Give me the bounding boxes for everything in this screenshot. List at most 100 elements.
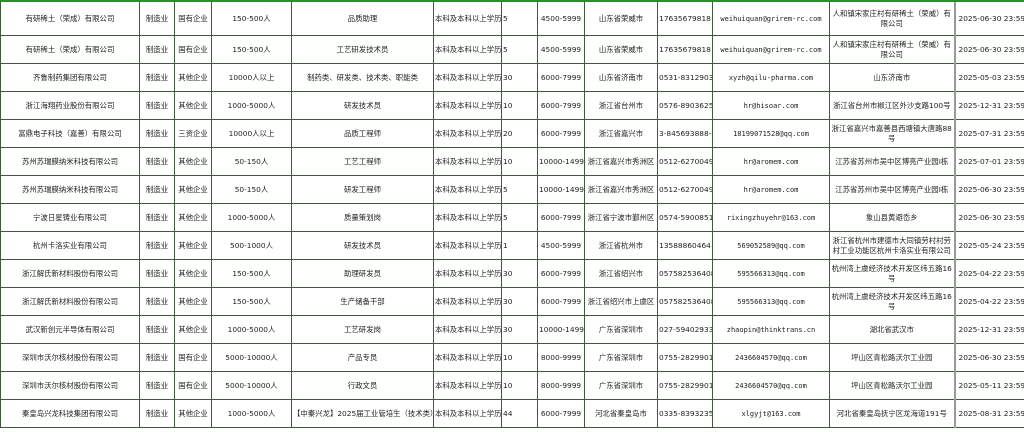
deadline-cell[interactable]: 2025-05-24 23:59 (953, 231, 1024, 260)
company-size-cell[interactable]: 10000人以上 (211, 119, 292, 148)
headcount-cell[interactable]: 30 (501, 259, 538, 288)
position-cell[interactable]: 产品专员 (291, 343, 434, 372)
email-cell[interactable]: rixingzhuyehr@163.com (712, 203, 830, 232)
email-cell[interactable]: weihuiquan@grirem-rc.com (712, 0, 830, 36)
email-cell[interactable]: 595566313@qq.com (712, 287, 830, 316)
industry-cell[interactable]: 制造业 (139, 231, 175, 260)
company-cell[interactable]: 深圳市沃尔核材股份有限公司 (0, 371, 140, 400)
education-cell[interactable]: 本科及本科以上学历 (433, 203, 502, 232)
company-type-cell[interactable]: 国有企业 (174, 35, 212, 64)
company-cell[interactable]: 富鼎电子科技（嘉善）有限公司 (0, 119, 140, 148)
company-cell[interactable]: 浙江解氏新材料股份有限公司 (0, 259, 140, 288)
deadline-cell[interactable]: 2025-04-22 23:59 (953, 287, 1024, 316)
industry-cell[interactable]: 制造业 (139, 35, 175, 64)
salary-cell[interactable]: 4500-5999 (537, 0, 585, 36)
industry-cell[interactable]: 制造业 (139, 203, 175, 232)
industry-cell[interactable]: 制造业 (139, 175, 175, 204)
company-type-cell[interactable]: 其他企业 (174, 259, 212, 288)
phone-cell[interactable]: 0335-8393235 (657, 399, 713, 428)
headcount-cell[interactable]: 44 (501, 399, 538, 428)
industry-cell[interactable]: 制造业 (139, 91, 175, 120)
company-type-cell[interactable]: 其他企业 (174, 63, 212, 92)
education-cell[interactable]: 本科及本科以上学历 (433, 119, 502, 148)
salary-cell[interactable]: 6000-7999 (537, 203, 585, 232)
email-cell[interactable]: 2436604570@qq.com (712, 343, 830, 372)
address-cell[interactable]: 坪山区青松路沃尔工业园 (829, 343, 955, 372)
address-cell[interactable]: 象山县黄避岙乡 (829, 203, 955, 232)
company-cell[interactable]: 浙江解氏新材料股份有限公司 (0, 287, 140, 316)
education-cell[interactable]: 本科及本科以上学历 (433, 399, 502, 428)
deadline-cell[interactable]: 2025-05-03 23:59 (953, 63, 1024, 92)
company-cell[interactable]: 宁波日星铸业有限公司 (0, 203, 140, 232)
location-cell[interactable]: 广东省深圳市 (584, 371, 658, 400)
address-cell[interactable]: 杭州湾上虞经济技术开发区纬五路16号 (829, 287, 955, 316)
phone-cell[interactable]: 0755-28299012 (657, 343, 713, 372)
email-cell[interactable]: xlgyjt@163.com (712, 399, 830, 428)
company-size-cell[interactable]: 10000人以上 (211, 63, 292, 92)
education-cell[interactable]: 本科及本科以上学历 (433, 63, 502, 92)
position-cell[interactable]: 质量策划岗 (291, 203, 434, 232)
company-type-cell[interactable]: 其他企业 (174, 287, 212, 316)
deadline-cell[interactable]: 2025-06-30 23:59 (953, 203, 1024, 232)
salary-cell[interactable]: 8000-9999 (537, 343, 585, 372)
company-cell[interactable]: 苏州苏瑞膜纳米科技有限公司 (0, 175, 140, 204)
company-size-cell[interactable]: 1000-5000人 (211, 315, 292, 344)
headcount-cell[interactable]: 10 (501, 371, 538, 400)
phone-cell[interactable]: 027-59402933 (657, 315, 713, 344)
company-cell[interactable]: 杭州卡洛实业有限公司 (0, 231, 140, 260)
salary-cell[interactable]: 4500-5999 (537, 35, 585, 64)
company-size-cell[interactable]: 1000-5000人 (211, 91, 292, 120)
email-cell[interactable]: hr@aromem.com (712, 147, 830, 176)
phone-cell[interactable]: 0512-62700495 (657, 175, 713, 204)
position-cell[interactable]: 生产储备干部 (291, 287, 434, 316)
company-size-cell[interactable]: 50-150人 (211, 175, 292, 204)
industry-cell[interactable]: 制造业 (139, 119, 175, 148)
email-cell[interactable]: 18199071528@qq.com (712, 119, 830, 148)
email-cell[interactable]: weihuiquan@grirem-rc.com (712, 35, 830, 64)
headcount-cell[interactable]: 30 (501, 287, 538, 316)
company-cell[interactable]: 武汉新创元半导体有限公司 (0, 315, 140, 344)
education-cell[interactable]: 本科及本科以上学历 (433, 259, 502, 288)
company-size-cell[interactable]: 150-500人 (211, 0, 292, 36)
industry-cell[interactable]: 制造业 (139, 343, 175, 372)
email-cell[interactable]: zhaopin@thinktrans.cn (712, 315, 830, 344)
position-cell[interactable]: 工艺工程师 (291, 147, 434, 176)
company-type-cell[interactable]: 其他企业 (174, 147, 212, 176)
company-size-cell[interactable]: 1000-5000人 (211, 399, 292, 428)
address-cell[interactable]: 浙江省台州市椒江区外沙支路100号 (829, 91, 955, 120)
email-cell[interactable]: 2436604570@qq.com (712, 371, 830, 400)
headcount-cell[interactable]: 20 (501, 119, 538, 148)
phone-cell[interactable]: 3-845693888-32 (657, 119, 713, 148)
position-cell[interactable]: 行政文员 (291, 371, 434, 400)
industry-cell[interactable]: 制造业 (139, 315, 175, 344)
headcount-cell[interactable]: 5 (501, 175, 538, 204)
company-type-cell[interactable]: 国有企业 (174, 371, 212, 400)
email-cell[interactable]: xyzh@qilu-pharma.com (712, 63, 830, 92)
deadline-cell[interactable]: 2025-04-22 23:59 (953, 259, 1024, 288)
industry-cell[interactable]: 制造业 (139, 259, 175, 288)
phone-cell[interactable]: 0755-28299012 (657, 371, 713, 400)
industry-cell[interactable]: 制造业 (139, 63, 175, 92)
position-cell[interactable]: 研发工程师 (291, 175, 434, 204)
phone-cell[interactable]: 0531-83129033 (657, 63, 713, 92)
company-cell[interactable]: 有研稀土（荣成）有限公司 (0, 0, 140, 36)
headcount-cell[interactable]: 10 (501, 91, 538, 120)
company-cell[interactable]: 苏州苏瑞膜纳米科技有限公司 (0, 147, 140, 176)
education-cell[interactable]: 本科及本科以上学历 (433, 147, 502, 176)
location-cell[interactable]: 山东省荣威市 (584, 35, 658, 64)
company-type-cell[interactable]: 其他企业 (174, 175, 212, 204)
address-cell[interactable]: 浙江省杭州市建德市大同镇劳村村劳村工业功能区杭州卡洛实业有限公司 (829, 231, 955, 260)
company-type-cell[interactable]: 其他企业 (174, 203, 212, 232)
salary-cell[interactable]: 8000-9999 (537, 371, 585, 400)
deadline-cell[interactable]: 2025-06-30 23:59 (953, 175, 1024, 204)
education-cell[interactable]: 本科及本科以上学历 (433, 371, 502, 400)
position-cell[interactable]: 工艺研发岗 (291, 315, 434, 344)
phone-cell[interactable]: 17635679818 (657, 0, 713, 36)
location-cell[interactable]: 浙江省嘉兴市 (584, 119, 658, 148)
location-cell[interactable]: 浙江省嘉兴市秀洲区 (584, 147, 658, 176)
company-size-cell[interactable]: 50-150人 (211, 147, 292, 176)
headcount-cell[interactable]: 1 (501, 231, 538, 260)
company-cell[interactable]: 有研稀土（荣成）有限公司 (0, 35, 140, 64)
industry-cell[interactable]: 制造业 (139, 371, 175, 400)
location-cell[interactable]: 广东省深圳市 (584, 315, 658, 344)
